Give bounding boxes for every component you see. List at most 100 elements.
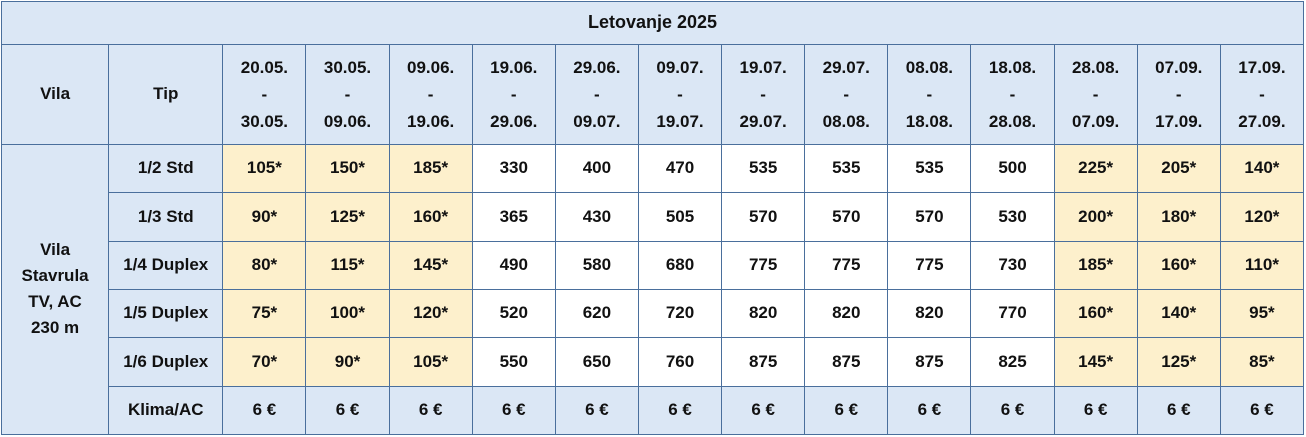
period-from: 17.09.: [1238, 58, 1286, 78]
period-to: 17.09.: [1155, 112, 1203, 132]
klima-price-cell: 6 €: [305, 385, 390, 436]
period-to: 09.07.: [573, 112, 621, 132]
period-sep: -: [926, 85, 933, 105]
room-type-cell: 1/3 Std: [108, 192, 224, 242]
vila-header: Vila: [0, 44, 110, 145]
room-type-cell: 1/2 Std: [108, 143, 224, 194]
price-cell: 400: [554, 143, 639, 194]
klima-row: Klima/AC 6 €6 €6 €6 €6 €6 €6 €6 €6 €6 €6 …: [2, 385, 1305, 436]
klima-label: Klima/AC: [108, 385, 224, 436]
vila-line: Vila: [40, 240, 71, 260]
vila-line: 230 m: [30, 318, 80, 338]
period-to: 09.06.: [323, 112, 372, 132]
price-cell: 825: [970, 337, 1055, 387]
room-type-cell: 1/4 Duplex: [108, 240, 224, 290]
period-from: 29.06.: [573, 58, 621, 78]
price-cell: 145*: [1053, 337, 1138, 387]
period-header: 29.06. - 09.07.: [554, 44, 639, 145]
price-cell: 570: [721, 192, 806, 242]
period-from: 19.07.: [739, 58, 787, 78]
period-header: 20.05. - 30.05.: [222, 44, 307, 145]
period-to: 29.07.: [739, 112, 787, 132]
period-to: 28.08.: [988, 112, 1037, 132]
price-cell: 100*: [305, 288, 390, 339]
table-row: 1/6 Duplex 70* 90* 105* 550 650 760 875 875 875 82…: [2, 337, 1305, 387]
price-cell: 875: [804, 337, 889, 387]
price-cell: 430: [554, 192, 639, 242]
period-to: 07.09.: [1072, 112, 1120, 132]
price-cell: 145*: [388, 240, 473, 290]
price-cell: 330: [471, 143, 556, 194]
klima-price-cell: 6 €: [471, 385, 556, 436]
table-row: 1/3 Std 90* 125* 160* 365 430 505 570 570 570 530 2…: [2, 192, 1305, 242]
price-cell: 160*: [388, 192, 473, 242]
price-cell: 120*: [1219, 192, 1305, 242]
period-sep: -: [760, 85, 766, 105]
price-cell: 225*: [1053, 143, 1138, 194]
klima-price-cell: 6 €: [222, 385, 307, 436]
period-from: 29.07.: [822, 58, 870, 78]
price-cell: 680: [637, 240, 723, 290]
period-to: 08.08.: [822, 112, 870, 132]
price-cell: 530: [970, 192, 1055, 242]
period-from: 20.05.: [240, 58, 289, 78]
period-header: 30.05. - 09.06.: [305, 44, 390, 145]
period-from: 28.08.: [1072, 58, 1120, 78]
price-cell: 205*: [1136, 143, 1221, 194]
price-cell: 820: [887, 288, 972, 339]
price-cell: 200*: [1053, 192, 1138, 242]
period-sep: -: [1092, 85, 1099, 105]
price-cell: 70*: [222, 337, 307, 387]
vila-name-cell: Vila Stavrula TV, AC 230 m: [0, 143, 110, 436]
price-cell: 80*: [222, 240, 307, 290]
period-to: 27.09.: [1238, 112, 1286, 132]
price-cell: 820: [721, 288, 806, 339]
klima-price-cell: 6 €: [887, 385, 972, 436]
price-cell: 775: [887, 240, 972, 290]
room-type-cell: 1/6 Duplex: [108, 337, 224, 387]
period-header: 19.06. - 29.06.: [471, 44, 556, 145]
price-cell: 580: [554, 240, 639, 290]
price-cell: 125*: [305, 192, 390, 242]
price-cell: 760: [637, 337, 723, 387]
room-type-cell: 1/5 Duplex: [108, 288, 224, 339]
period-header: 09.06. - 19.06.: [388, 44, 473, 145]
price-cell: 180*: [1136, 192, 1221, 242]
price-cell: 490: [471, 240, 556, 290]
period-sep: -: [1259, 85, 1265, 105]
period-to: 18.08.: [905, 112, 954, 132]
period-from: 09.06.: [407, 58, 455, 78]
price-cell: 820: [804, 288, 889, 339]
price-cell: 125*: [1136, 337, 1221, 387]
period-from: 07.09.: [1155, 58, 1203, 78]
price-cell: 160*: [1136, 240, 1221, 290]
price-cell: 90*: [222, 192, 307, 242]
price-cell: 120*: [388, 288, 473, 339]
price-cell: 730: [970, 240, 1055, 290]
period-sep: -: [594, 85, 600, 105]
vila-line: Stavrula: [21, 266, 89, 286]
period-from: 08.08.: [905, 58, 954, 78]
period-header: 17.09. - 27.09.: [1219, 44, 1305, 145]
price-cell: 75*: [222, 288, 307, 339]
period-header: 28.08. - 07.09.: [1053, 44, 1138, 145]
klima-price-cell: 6 €: [1136, 385, 1221, 436]
period-from: 09.07.: [656, 58, 704, 78]
price-cell: 535: [721, 143, 806, 194]
period-header: 29.07. - 08.08.: [804, 44, 889, 145]
price-cell: 570: [887, 192, 972, 242]
period-header: 07.09. - 17.09.: [1136, 44, 1221, 145]
price-cell: 775: [804, 240, 889, 290]
price-cell: 470: [637, 143, 723, 194]
period-sep: -: [344, 85, 351, 105]
price-cell: 105*: [222, 143, 307, 194]
price-cell: 365: [471, 192, 556, 242]
vila-line: TV, AC: [28, 292, 82, 312]
period-from: 30.05.: [323, 58, 372, 78]
klima-price-cell: 6 €: [804, 385, 889, 436]
period-header: 08.08. - 18.08.: [887, 44, 972, 145]
price-cell: 570: [804, 192, 889, 242]
price-cell: 185*: [1053, 240, 1138, 290]
price-cell: 150*: [305, 143, 390, 194]
klima-price-cell: 6 €: [1219, 385, 1305, 436]
